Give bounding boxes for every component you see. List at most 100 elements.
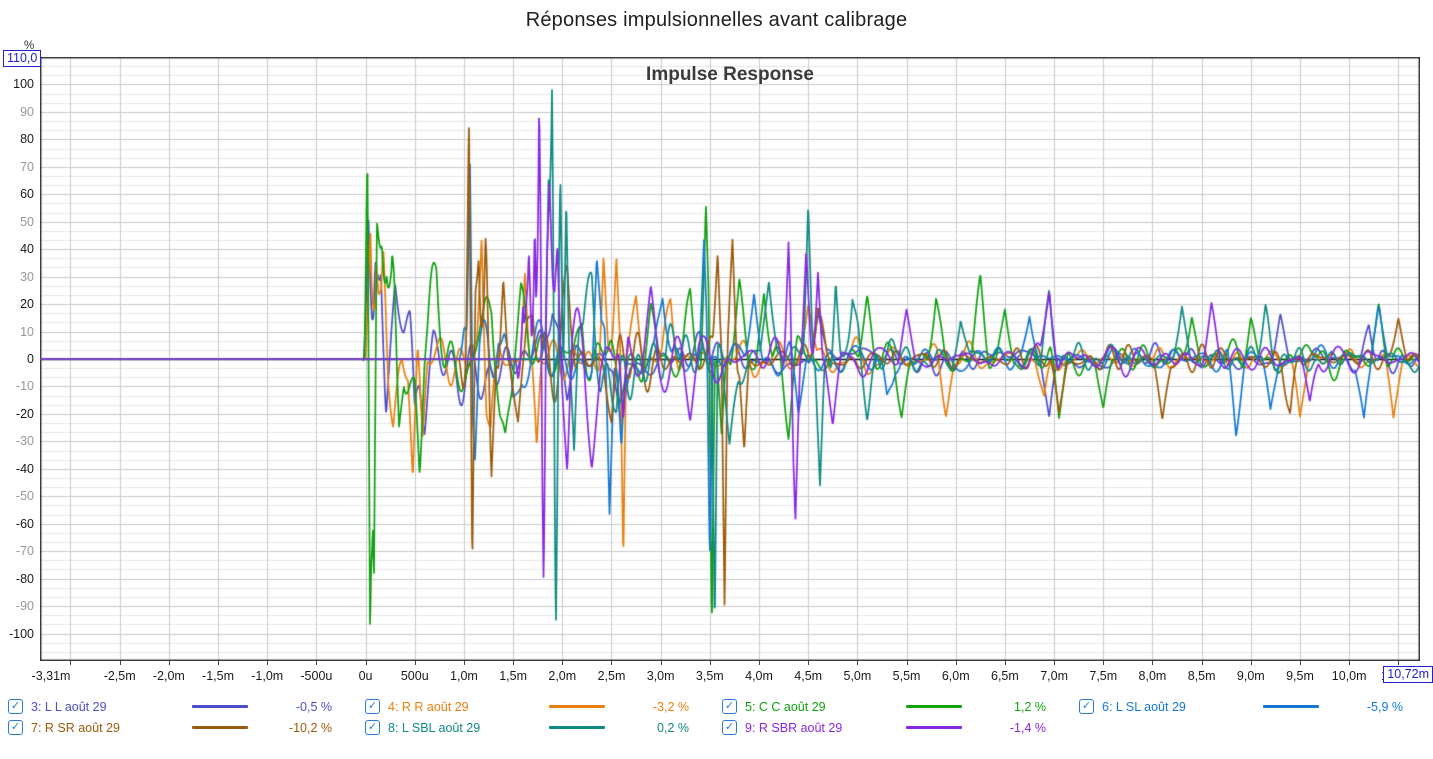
legend-item-9-RSBR: ✓ 9: R SBR août 29 -1,4 %	[722, 717, 1079, 738]
x-axis-tick	[366, 661, 367, 665]
legend-checkbox[interactable]: ✓	[1079, 699, 1094, 714]
x-axis-tick	[759, 661, 760, 665]
x-axis-tick	[1054, 661, 1055, 665]
legend-line-swatch	[549, 705, 605, 708]
y-axis-label: 0	[27, 352, 34, 366]
y-axis-label: -90	[15, 599, 34, 614]
x-axis-tick	[1300, 661, 1301, 665]
x-axis-label: 2,0m	[548, 669, 577, 683]
x-axis-tick	[1202, 661, 1203, 665]
impulse-response-plot[interactable]	[40, 57, 1420, 661]
legend-percent-value: -5,9 %	[1366, 699, 1403, 714]
x-axis-label: 1,0m	[450, 669, 478, 683]
legend-percent-value: 0,2 %	[657, 720, 689, 735]
x-axis-label: 7,0m	[1040, 669, 1068, 683]
legend-label: 9: R SBR août 29	[745, 720, 843, 735]
legend-checkbox[interactable]: ✓	[722, 699, 737, 714]
legend-checkbox[interactable]: ✓	[8, 699, 23, 714]
x-axis-tick	[415, 661, 416, 665]
x-axis-tick	[267, 661, 268, 665]
legend-line-swatch	[1263, 705, 1319, 708]
legend-percent-value: -0,5 %	[295, 699, 332, 714]
x-axis-tick	[1103, 661, 1104, 665]
x-axis-tick	[1398, 661, 1399, 665]
x-axis-tick	[70, 661, 71, 665]
legend-item-3-LL: ✓ 3: L L août 29 -0,5 %	[8, 696, 365, 717]
y-axis-label: 70	[20, 159, 34, 174]
y-axis-label: 90	[20, 104, 34, 119]
x-axis-label: 4,5m	[794, 669, 823, 683]
y-axis-label: -80	[15, 571, 34, 586]
legend-item-6-LSL: ✓ 6: L SL août 29 -5,9 %	[1079, 696, 1433, 717]
x-axis-tick	[169, 661, 170, 665]
legend-item-5-CC: ✓ 5: C C août 29 1,2 %	[722, 696, 1079, 717]
chart-title: Impulse Response	[646, 64, 814, 85]
x-axis-tick	[611, 661, 612, 665]
x-axis-label: 8,0m	[1138, 669, 1167, 683]
legend-label: 6: L SL août 29	[1102, 699, 1186, 714]
y-axis-label: -40	[15, 461, 34, 476]
legend-label: 3: L L août 29	[31, 699, 107, 714]
x-axis-label: 5,0m	[843, 669, 872, 683]
x-axis-tick	[1251, 661, 1252, 665]
y-axis-label: 10	[20, 324, 34, 339]
x-axis-tick	[513, 661, 514, 665]
x-axis-label: 3,5m	[695, 669, 724, 683]
x-axis-tick	[316, 661, 317, 665]
x-axis-tick	[661, 661, 662, 665]
x-axis-label: 6,5m	[991, 669, 1019, 683]
x-axis-label: 5,5m	[892, 669, 921, 683]
x-axis-label: 10,0m	[1331, 669, 1367, 683]
legend-label: 8: L SBL août 29	[388, 720, 481, 735]
y-axis-label: 100	[13, 77, 34, 92]
legend: ✓ 3: L L août 29 -0,5 % ✓ 4: R R août 29…	[8, 696, 1432, 738]
x-axis-label: -1,0m	[251, 669, 284, 683]
legend-item-7-RSR: ✓ 7: R SR août 29 -10,2 %	[8, 717, 365, 738]
x-axis-tick	[907, 661, 908, 665]
x-axis-label: 9,0m	[1236, 669, 1265, 683]
y-axis-label: -100	[8, 626, 34, 641]
x-axis-label: 2,5m	[597, 669, 626, 683]
x-axis-label: 6,0m	[941, 669, 970, 683]
y-axis-label: 20	[20, 297, 34, 312]
x-axis-label: 0u	[358, 669, 373, 683]
page-title: Réponses impulsionnelles avant calibrage	[525, 9, 908, 31]
legend-checkbox[interactable]: ✓	[365, 720, 380, 735]
x-axis-label: 8,5m	[1187, 669, 1216, 683]
y-axis-label: -10	[15, 379, 34, 394]
x-axis-label: 7,5m	[1089, 669, 1118, 683]
x-axis-tick	[120, 661, 121, 665]
y-axis-label: -70	[15, 544, 34, 559]
legend-item-8-LSBL: ✓ 8: L SBL août 29 0,2 %	[365, 717, 722, 738]
y-axis-unit-label: %	[24, 40, 35, 52]
y-axis-max-field[interactable]: 110,0	[3, 50, 42, 67]
x-axis-tick	[218, 661, 219, 665]
legend-checkbox[interactable]: ✓	[365, 699, 380, 714]
x-axis-label: 3,0m	[646, 669, 675, 683]
x-axis-label: 1,5m	[499, 669, 528, 683]
legend-label: 7: R SR août 29	[31, 720, 120, 735]
y-axis-label: 40	[20, 242, 34, 257]
legend-item-4-RR: ✓ 4: R R août 29 -3,2 %	[365, 696, 722, 717]
x-axis-tick	[562, 661, 563, 665]
x-axis-label: -2,0m	[152, 669, 185, 683]
x-axis-tick	[1152, 661, 1153, 665]
y-axis-label: -60	[15, 516, 34, 531]
legend-label: 5: C C août 29	[745, 699, 826, 714]
y-axis-label: 60	[20, 187, 34, 202]
x-axis-tick	[956, 661, 957, 665]
y-axis-label: -20	[15, 406, 34, 421]
x-axis-tick	[857, 661, 858, 665]
legend-checkbox[interactable]: ✓	[722, 720, 737, 735]
legend-percent-value: -3,2 %	[652, 699, 689, 714]
x-axis-tick	[1349, 661, 1350, 665]
x-axis-label: -1,5m	[202, 669, 235, 683]
legend-line-swatch	[192, 726, 248, 729]
x-axis-tick	[808, 661, 809, 665]
legend-checkbox[interactable]: ✓	[8, 720, 23, 735]
legend-percent-value: 1,2 %	[1014, 699, 1046, 714]
x-axis-max-field[interactable]: 10,72m	[1383, 666, 1433, 683]
legend-line-swatch	[906, 705, 962, 708]
legend-line-swatch	[192, 705, 248, 708]
